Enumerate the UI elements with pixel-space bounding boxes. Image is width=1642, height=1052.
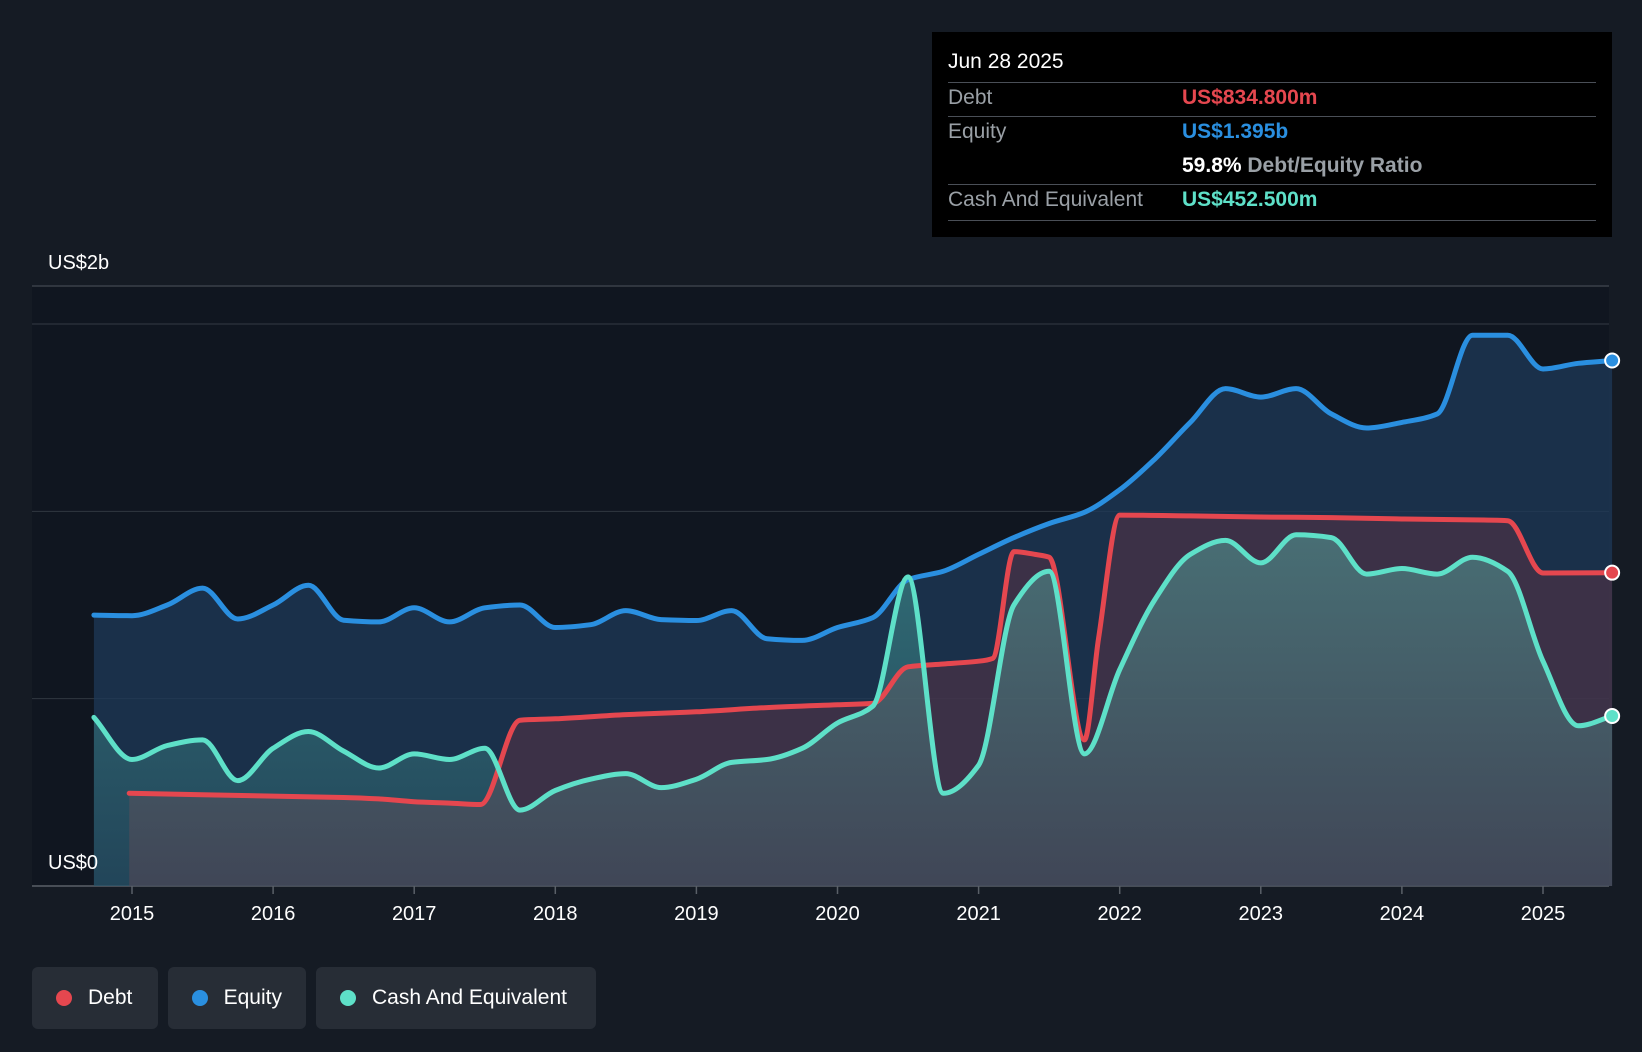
legend: Debt Equity Cash And Equivalent [32, 967, 596, 1029]
x-tick-label: 2022 [1097, 903, 1142, 925]
cash-and-equivalent-line [91, 532, 1615, 813]
x-tick-label: 2016 [251, 903, 296, 925]
tooltip-equity-value: US$1.395b [1182, 120, 1289, 143]
x-tick-label: 2015 [110, 903, 155, 925]
legend-item-debt[interactable]: Debt [32, 967, 158, 1029]
tooltip-cash-label: Cash And Equivalent [948, 188, 1143, 211]
equity-endpoint [1604, 352, 1621, 369]
tooltip-row-ratio: 59.8% Debt/Equity Ratio [948, 150, 1596, 184]
cash-and-equivalent-area [93, 534, 1613, 886]
tooltip-cash-value: US$452.500m [1182, 188, 1318, 211]
legend-item-equity[interactable]: Equity [168, 967, 306, 1029]
equity-dot-icon [192, 990, 208, 1006]
debt-endpoint [1604, 564, 1621, 581]
tooltip-divider [948, 220, 1596, 221]
tooltip-divider [948, 82, 1596, 83]
cash-dot-icon [340, 990, 356, 1006]
tooltip-row-cash: Cash And Equivalent US$452.500m [948, 184, 1596, 218]
tooltip-row-debt: Debt US$834.800m [948, 82, 1596, 116]
x-tick-label: 2024 [1380, 903, 1425, 925]
tooltip-divider [948, 184, 1596, 185]
tooltip-ratio-value: 59.8% [1182, 154, 1242, 177]
x-tick-label: 2021 [956, 903, 1001, 925]
x-tick-label: 2025 [1521, 903, 1566, 925]
area-layer [93, 335, 1613, 886]
debt-dot-icon [56, 990, 72, 1006]
tooltip-ratio: 59.8% Debt/Equity Ratio [1182, 154, 1422, 178]
legend-label-cash: Cash And Equivalent [372, 986, 567, 1009]
equity-line [91, 332, 1615, 643]
x-tick-label: 2020 [815, 903, 860, 925]
tooltip-divider [948, 116, 1596, 117]
legend-label-debt: Debt [88, 986, 133, 1009]
tooltip-debt-value: US$834.800m [1182, 86, 1318, 109]
y-axis-bottom-label: US$0 [48, 852, 98, 874]
tooltip-panel: Jun 28 2025 Debt US$834.800m Equity US$1… [932, 32, 1612, 237]
line-layer [91, 332, 1621, 813]
cash-and-equivalent-endpoint [1604, 707, 1621, 724]
x-tick-label: 2023 [1239, 903, 1284, 925]
legend-item-cash[interactable]: Cash And Equivalent [316, 967, 596, 1029]
tooltip-ratio-label: Debt/Equity Ratio [1247, 154, 1423, 177]
tooltip-date: Jun 28 2025 [948, 50, 1064, 73]
tooltip-row-equity: Equity US$1.395b [948, 116, 1596, 150]
legend-label-equity: Equity [223, 986, 282, 1009]
y-axis-top-label: US$2b [48, 252, 109, 274]
x-tick-label: 2017 [392, 903, 437, 925]
x-tick-label: 2018 [533, 903, 578, 925]
debt-line [126, 512, 1615, 807]
x-tick-label: 2019 [674, 903, 719, 925]
tooltip-equity-label: Equity [948, 120, 1007, 143]
tooltip-debt-label: Debt [948, 86, 993, 109]
x-axis: 2015 2016 2017 2018 2019 2020 2021 2022 2023 2024… [110, 886, 1566, 925]
